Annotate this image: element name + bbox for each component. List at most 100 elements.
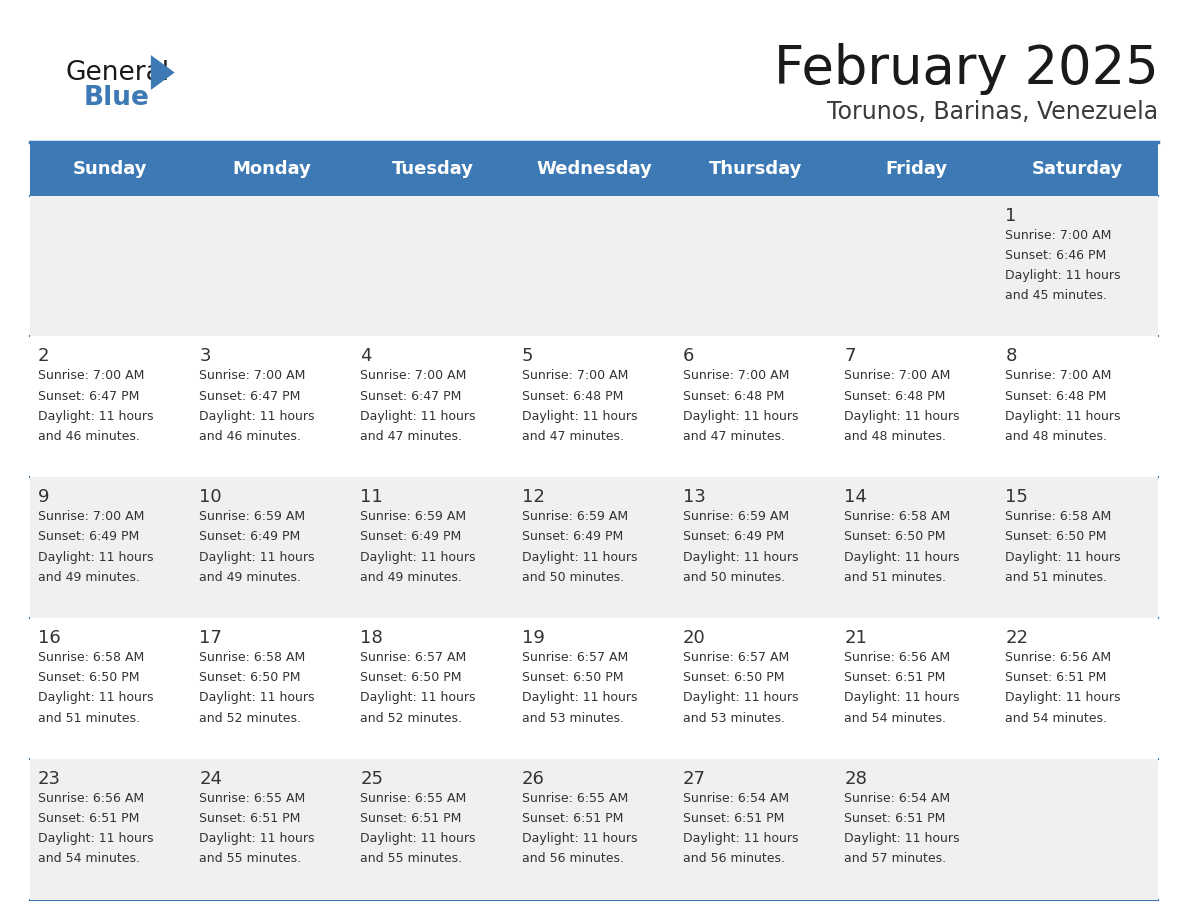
Text: 6: 6: [683, 347, 694, 365]
Text: Sunrise: 6:54 AM: Sunrise: 6:54 AM: [683, 792, 789, 805]
Text: Sunrise: 7:00 AM: Sunrise: 7:00 AM: [845, 369, 950, 383]
Text: Sunrise: 7:00 AM: Sunrise: 7:00 AM: [683, 369, 789, 383]
Text: Daylight: 11 hours: Daylight: 11 hours: [360, 551, 476, 564]
Text: Daylight: 11 hours: Daylight: 11 hours: [1005, 269, 1121, 282]
Text: Daylight: 11 hours: Daylight: 11 hours: [38, 409, 153, 423]
Text: 21: 21: [845, 629, 867, 647]
Text: and 46 minutes.: and 46 minutes.: [38, 430, 140, 443]
Text: Daylight: 11 hours: Daylight: 11 hours: [683, 551, 798, 564]
Text: Sunset: 6:50 PM: Sunset: 6:50 PM: [360, 671, 462, 684]
Text: Daylight: 11 hours: Daylight: 11 hours: [360, 409, 476, 423]
Text: Sunset: 6:46 PM: Sunset: 6:46 PM: [1005, 249, 1107, 262]
Text: 20: 20: [683, 629, 706, 647]
Text: Daylight: 11 hours: Daylight: 11 hours: [38, 833, 153, 845]
Text: 17: 17: [200, 629, 222, 647]
Text: Sunrise: 6:56 AM: Sunrise: 6:56 AM: [38, 792, 144, 805]
Text: Sunset: 6:48 PM: Sunset: 6:48 PM: [1005, 389, 1107, 403]
Text: and 57 minutes.: and 57 minutes.: [845, 853, 947, 866]
Text: Daylight: 11 hours: Daylight: 11 hours: [1005, 691, 1121, 704]
Text: 22: 22: [1005, 629, 1029, 647]
Text: Sunrise: 6:57 AM: Sunrise: 6:57 AM: [683, 651, 789, 664]
Text: Sunset: 6:47 PM: Sunset: 6:47 PM: [360, 389, 462, 403]
Text: and 53 minutes.: and 53 minutes.: [683, 711, 785, 724]
Text: Daylight: 11 hours: Daylight: 11 hours: [683, 691, 798, 704]
Text: Sunrise: 6:56 AM: Sunrise: 6:56 AM: [1005, 651, 1112, 664]
Text: and 54 minutes.: and 54 minutes.: [845, 711, 946, 724]
Text: Daylight: 11 hours: Daylight: 11 hours: [522, 551, 637, 564]
Text: Sunset: 6:50 PM: Sunset: 6:50 PM: [845, 531, 946, 543]
Text: Daylight: 11 hours: Daylight: 11 hours: [522, 833, 637, 845]
Text: Sunset: 6:47 PM: Sunset: 6:47 PM: [200, 389, 301, 403]
Text: Sunset: 6:50 PM: Sunset: 6:50 PM: [522, 671, 624, 684]
Text: 7: 7: [845, 347, 855, 365]
Text: Daylight: 11 hours: Daylight: 11 hours: [522, 409, 637, 423]
Text: 27: 27: [683, 770, 706, 788]
Text: and 49 minutes.: and 49 minutes.: [360, 571, 462, 584]
Text: Sunrise: 6:58 AM: Sunrise: 6:58 AM: [38, 651, 144, 664]
Text: Sunrise: 7:00 AM: Sunrise: 7:00 AM: [1005, 369, 1112, 383]
Text: Daylight: 11 hours: Daylight: 11 hours: [1005, 551, 1121, 564]
Text: and 47 minutes.: and 47 minutes.: [683, 430, 785, 443]
Text: 3: 3: [200, 347, 210, 365]
Text: Blue: Blue: [83, 85, 148, 111]
Text: Daylight: 11 hours: Daylight: 11 hours: [683, 409, 798, 423]
Text: 2: 2: [38, 347, 50, 365]
Text: and 54 minutes.: and 54 minutes.: [38, 853, 140, 866]
Text: 14: 14: [845, 488, 867, 506]
Text: Thursday: Thursday: [708, 160, 802, 178]
Text: Sunrise: 6:54 AM: Sunrise: 6:54 AM: [845, 792, 950, 805]
Text: 12: 12: [522, 488, 544, 506]
Text: Sunrise: 7:00 AM: Sunrise: 7:00 AM: [1005, 229, 1112, 241]
Text: and 53 minutes.: and 53 minutes.: [522, 711, 624, 724]
Text: Sunrise: 6:58 AM: Sunrise: 6:58 AM: [1005, 510, 1112, 523]
Text: and 51 minutes.: and 51 minutes.: [1005, 571, 1107, 584]
Text: 4: 4: [360, 347, 372, 365]
Text: and 49 minutes.: and 49 minutes.: [200, 571, 301, 584]
Text: 1: 1: [1005, 207, 1017, 225]
Text: and 49 minutes.: and 49 minutes.: [38, 571, 140, 584]
Text: Daylight: 11 hours: Daylight: 11 hours: [38, 551, 153, 564]
Text: 24: 24: [200, 770, 222, 788]
Text: Sunset: 6:51 PM: Sunset: 6:51 PM: [1005, 671, 1107, 684]
Text: and 56 minutes.: and 56 minutes.: [683, 853, 785, 866]
Text: Daylight: 11 hours: Daylight: 11 hours: [200, 409, 315, 423]
Text: Sunrise: 6:55 AM: Sunrise: 6:55 AM: [360, 792, 467, 805]
Text: and 50 minutes.: and 50 minutes.: [522, 571, 624, 584]
Text: Sunrise: 6:55 AM: Sunrise: 6:55 AM: [522, 792, 628, 805]
Text: Sunset: 6:48 PM: Sunset: 6:48 PM: [845, 389, 946, 403]
Text: 5: 5: [522, 347, 533, 365]
Text: Daylight: 11 hours: Daylight: 11 hours: [38, 691, 153, 704]
Text: Sunrise: 7:00 AM: Sunrise: 7:00 AM: [38, 369, 145, 383]
Text: Sunrise: 6:58 AM: Sunrise: 6:58 AM: [845, 510, 950, 523]
Text: Daylight: 11 hours: Daylight: 11 hours: [200, 551, 315, 564]
Text: and 47 minutes.: and 47 minutes.: [522, 430, 624, 443]
Text: Daylight: 11 hours: Daylight: 11 hours: [200, 833, 315, 845]
Text: February 2025: February 2025: [773, 43, 1158, 95]
Text: and 55 minutes.: and 55 minutes.: [360, 853, 462, 866]
Text: Sunset: 6:51 PM: Sunset: 6:51 PM: [845, 671, 946, 684]
Text: Sunset: 6:48 PM: Sunset: 6:48 PM: [683, 389, 784, 403]
Text: and 48 minutes.: and 48 minutes.: [845, 430, 946, 443]
Text: Friday: Friday: [885, 160, 948, 178]
Text: Sunset: 6:49 PM: Sunset: 6:49 PM: [360, 531, 462, 543]
Text: Wednesday: Wednesday: [536, 160, 652, 178]
Text: Sunset: 6:49 PM: Sunset: 6:49 PM: [38, 531, 139, 543]
Text: Daylight: 11 hours: Daylight: 11 hours: [845, 833, 960, 845]
Text: Sunset: 6:51 PM: Sunset: 6:51 PM: [522, 812, 623, 825]
Text: 25: 25: [360, 770, 384, 788]
Text: 8: 8: [1005, 347, 1017, 365]
Text: Daylight: 11 hours: Daylight: 11 hours: [360, 691, 476, 704]
Text: Sunset: 6:50 PM: Sunset: 6:50 PM: [1005, 531, 1107, 543]
Text: and 48 minutes.: and 48 minutes.: [1005, 430, 1107, 443]
Text: Daylight: 11 hours: Daylight: 11 hours: [845, 691, 960, 704]
Text: Sunrise: 6:59 AM: Sunrise: 6:59 AM: [522, 510, 627, 523]
Text: Sunset: 6:51 PM: Sunset: 6:51 PM: [38, 812, 139, 825]
Text: 11: 11: [360, 488, 384, 506]
Text: General: General: [65, 61, 170, 86]
Text: Sunrise: 6:59 AM: Sunrise: 6:59 AM: [360, 510, 467, 523]
Text: Sunrise: 7:00 AM: Sunrise: 7:00 AM: [522, 369, 628, 383]
Text: Daylight: 11 hours: Daylight: 11 hours: [845, 551, 960, 564]
Text: Sunrise: 6:55 AM: Sunrise: 6:55 AM: [200, 792, 305, 805]
Text: Daylight: 11 hours: Daylight: 11 hours: [522, 691, 637, 704]
Text: Sunrise: 6:56 AM: Sunrise: 6:56 AM: [845, 651, 950, 664]
